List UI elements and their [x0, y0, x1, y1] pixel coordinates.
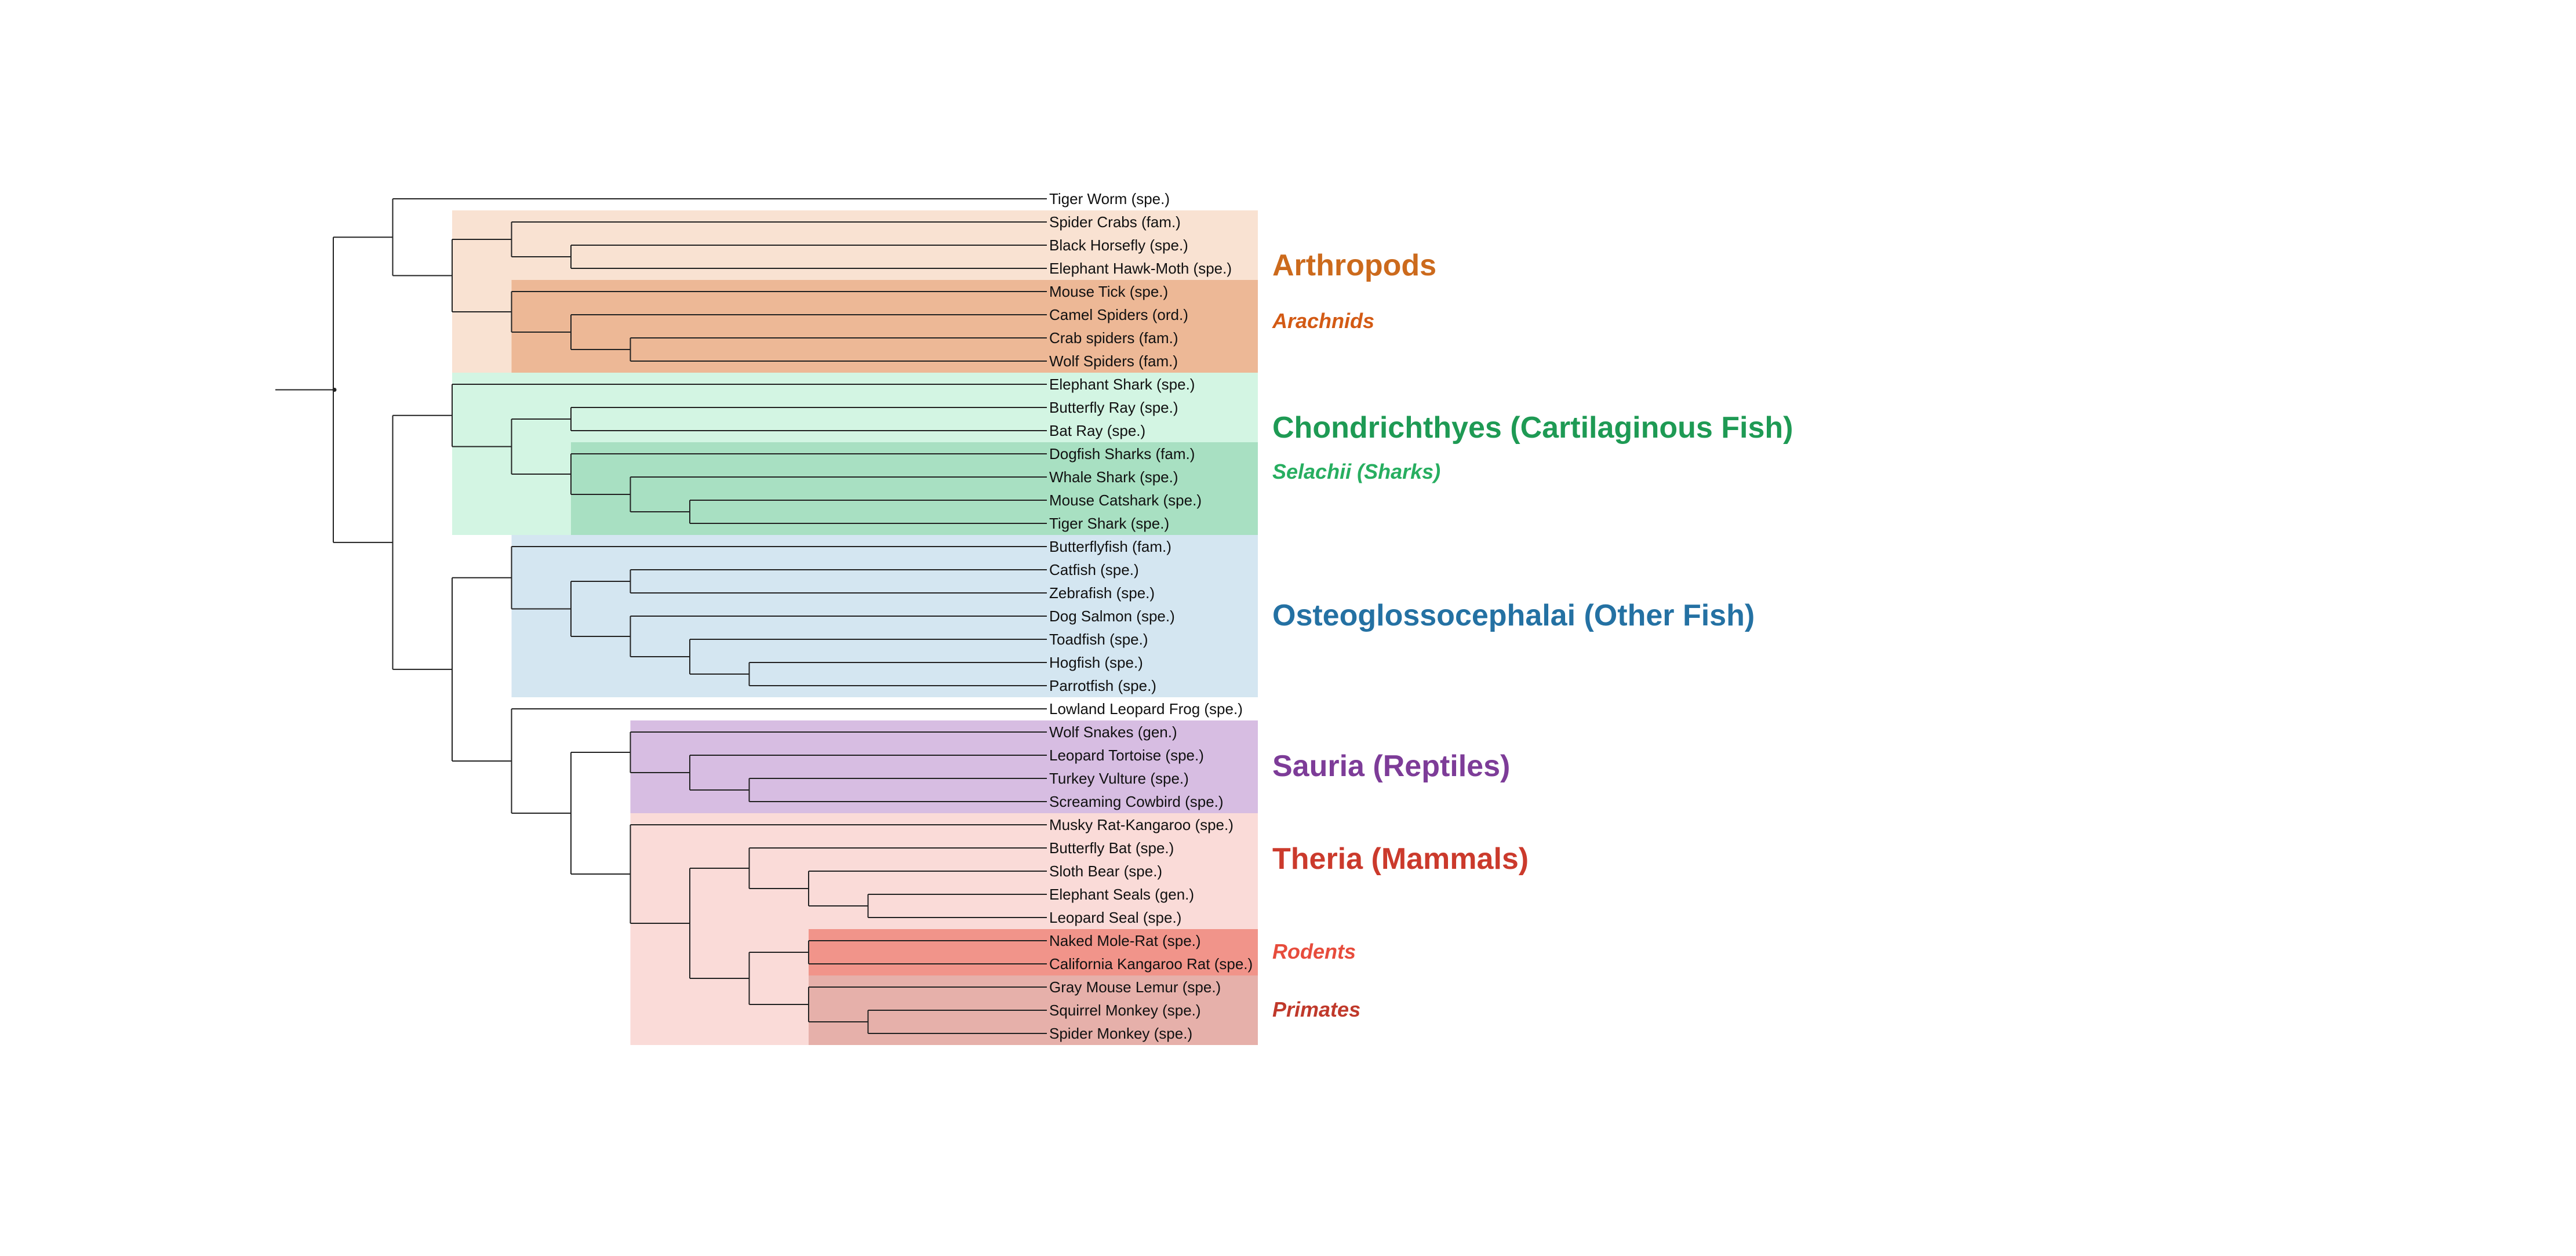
- clade-box-selachii: [571, 442, 1258, 535]
- leaf-label: Butterfly Ray (spe.): [1049, 399, 1178, 416]
- clade-label-arthropods: Arthropods: [1272, 249, 1437, 282]
- leaf-label: Black Horsefly (spe.): [1049, 236, 1188, 254]
- leaf-label: Toadfish (spe.): [1049, 631, 1148, 648]
- leaf-label: Whale Shark (spe.): [1049, 468, 1178, 486]
- leaf-label: Parrotfish (spe.): [1049, 677, 1156, 694]
- clade-label-primates: Primates: [1272, 997, 1361, 1021]
- leaf-label: California Kangaroo Rat (spe.): [1049, 955, 1253, 973]
- leaf-label: Dog Salmon (spe.): [1049, 607, 1175, 625]
- clade-label-arachnids: Arachnids: [1272, 309, 1375, 333]
- leaf-label: Camel Spiders (ord.): [1049, 306, 1188, 323]
- leaf-label: Screaming Cowbird (spe.): [1049, 793, 1224, 810]
- leaf-label: Tiger Worm (spe.): [1049, 190, 1170, 207]
- leaf-label: Bat Ray (spe.): [1049, 422, 1146, 439]
- leaf-label: Wolf Snakes (gen.): [1049, 723, 1177, 741]
- leaf-label: Dogfish Sharks (fam.): [1049, 445, 1195, 463]
- clade-label-selachii: Selachii (Sharks): [1272, 460, 1441, 483]
- leaf-label: Tiger Shark (spe.): [1049, 515, 1170, 532]
- leaf-label: Elephant Hawk-Moth (spe.): [1049, 260, 1232, 277]
- leaf-label: Crab spiders (fam.): [1049, 329, 1178, 347]
- leaf-label: Spider Crabs (fam.): [1049, 213, 1181, 231]
- clade-box-arachnids: [511, 280, 1258, 373]
- leaf-label: Lowland Leopard Frog (spe.): [1049, 700, 1243, 718]
- leaf-label: Elephant Seals (gen.): [1049, 886, 1195, 903]
- leaf-label: Catfish (spe.): [1049, 561, 1139, 578]
- leaf-label: Leopard Seal (spe.): [1049, 909, 1182, 926]
- clade-label-osteoglossocephalai: Osteoglossocephalai (Other Fish): [1272, 599, 1755, 632]
- leaf-label: Elephant Shark (spe.): [1049, 376, 1195, 393]
- clade-box-sauria: [630, 720, 1258, 813]
- leaf-label: Butterflyfish (fam.): [1049, 538, 1171, 555]
- clade-label-rodents: Rodents: [1272, 940, 1356, 963]
- clade-box-rodents: [809, 929, 1258, 975]
- clade-label-chondrichthyes: Chondrichthyes (Cartilaginous Fish): [1272, 411, 1793, 445]
- leaf-label: Sloth Bear (spe.): [1049, 862, 1163, 880]
- leaf-label: Butterfly Bat (spe.): [1049, 839, 1174, 857]
- leaf-label: Squirrel Monkey (spe.): [1049, 1002, 1201, 1019]
- leaf-label: Wolf Spiders (fam.): [1049, 352, 1178, 370]
- leaf-label: Naked Mole-Rat (spe.): [1049, 932, 1201, 949]
- leaf-label: Hogfish (spe.): [1049, 654, 1143, 671]
- leaf-label: Gray Mouse Lemur (spe.): [1049, 978, 1221, 996]
- clade-label-sauria: Sauria (Reptiles): [1272, 749, 1511, 783]
- leaf-label: Mouse Catshark (spe.): [1049, 492, 1202, 509]
- clade-label-theria: Theria (Mammals): [1272, 842, 1529, 876]
- leaf-label: Musky Rat-Kangaroo (spe.): [1049, 816, 1234, 833]
- leaf-label: Spider Monkey (spe.): [1049, 1025, 1193, 1042]
- leaf-label: Mouse Tick (spe.): [1049, 283, 1169, 300]
- leaf-label: Zebrafish (spe.): [1049, 584, 1155, 602]
- leaf-label: Leopard Tortoise (spe.): [1049, 747, 1204, 764]
- leaf-label: Turkey Vulture (spe.): [1049, 770, 1189, 787]
